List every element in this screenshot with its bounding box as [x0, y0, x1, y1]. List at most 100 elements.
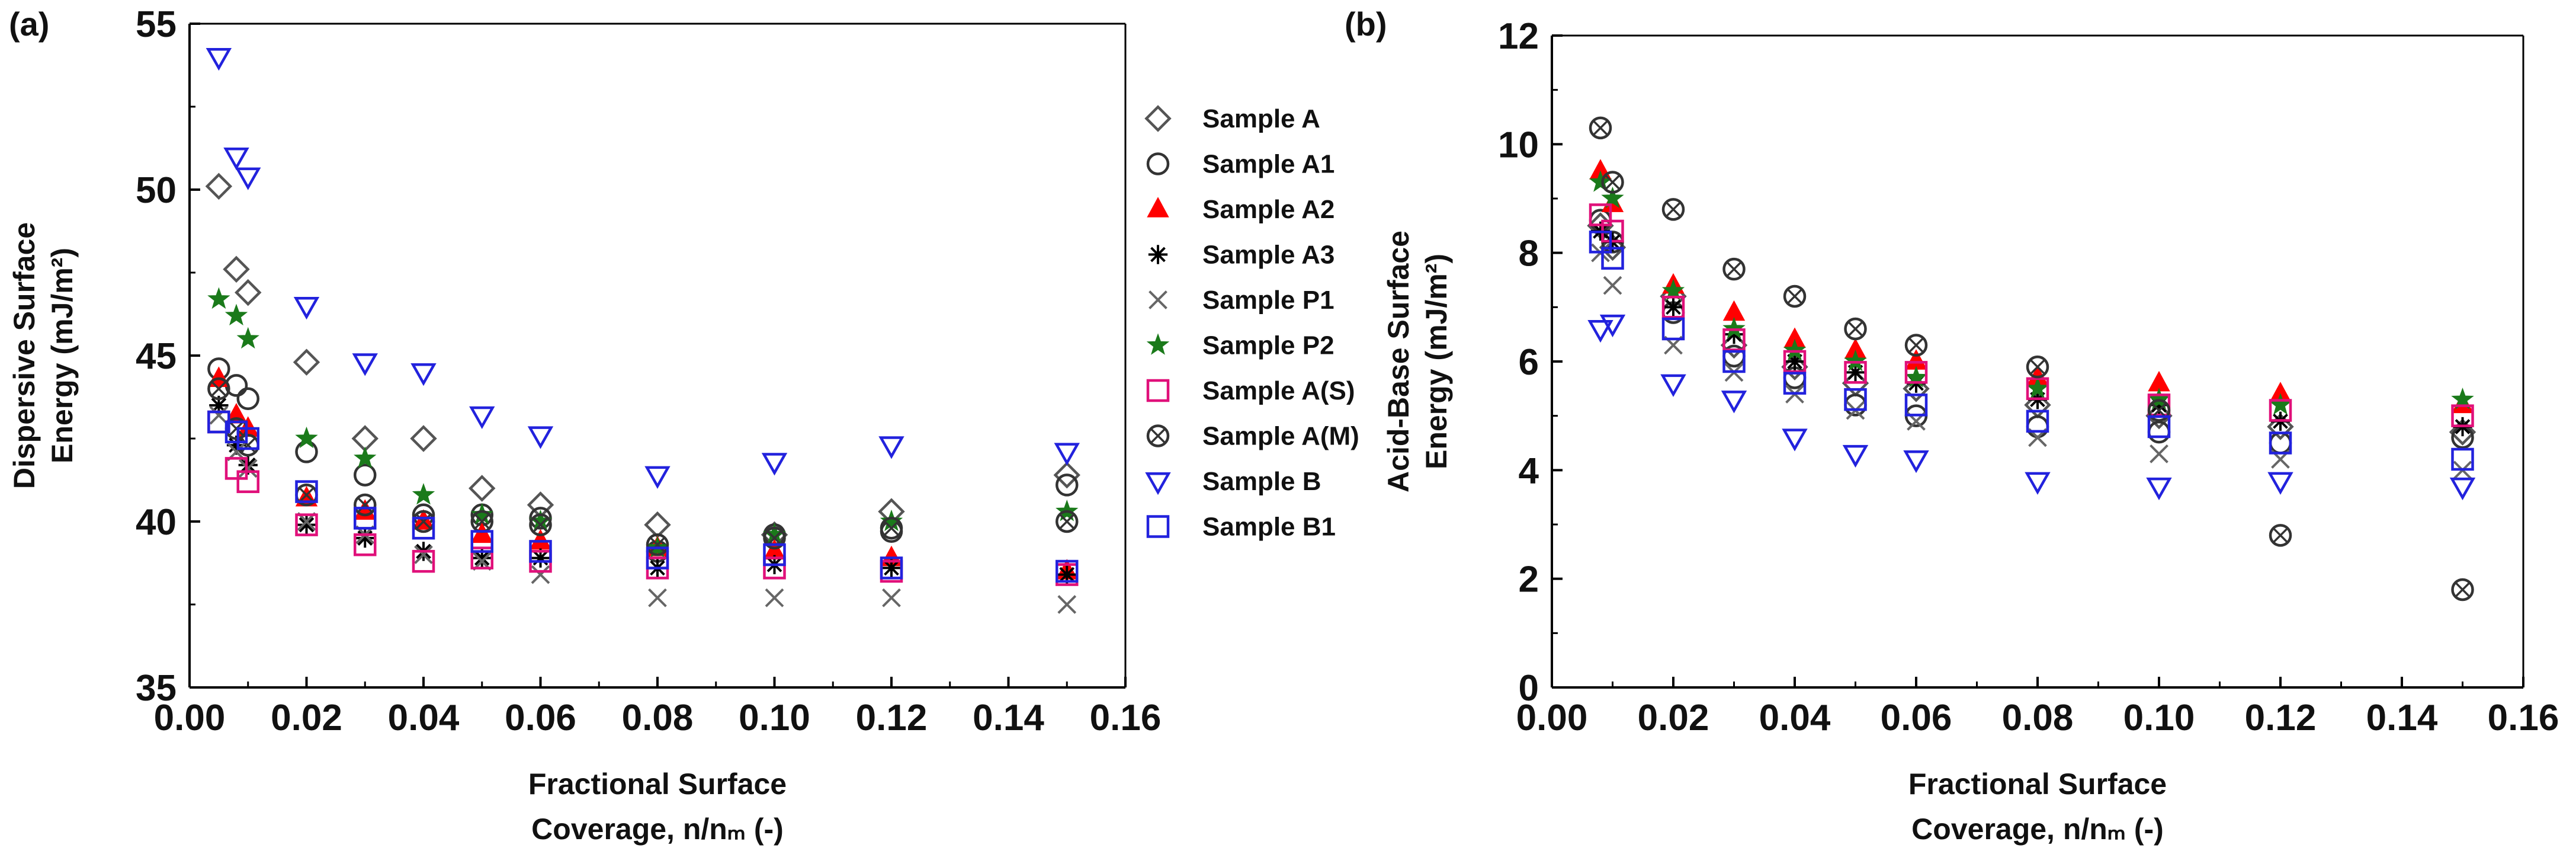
panel-a-point-sample-a — [1053, 461, 1080, 489]
legend-label-sample-a-m: Sample A(M) — [1202, 422, 1359, 451]
panel-a-point-sample-a — [205, 172, 233, 200]
panel-b-point-sample-a-s — [2026, 377, 2049, 401]
panel-b-y-tick-label: 6 — [1519, 342, 1539, 383]
panel-a-panel-label: (a) — [9, 5, 49, 43]
panel-a-point-sample-p1 — [648, 588, 667, 607]
panel-b-x-tick-label: 0.02 — [1638, 698, 1709, 738]
panel-b-x-tick-label: 0.06 — [1881, 698, 1952, 738]
panel-b-point-sample-b — [1599, 314, 1626, 338]
legend-marker-sample-a-m — [1146, 424, 1170, 447]
panel-b-point-sample-a-m — [1904, 334, 1928, 357]
panel-b-point-sample-a1 — [2147, 420, 2171, 444]
panel-a-point-sample-a — [410, 425, 437, 452]
panel-b-series-sample-a-m — [1589, 116, 2474, 602]
panel-b-point-sample-a-m — [2026, 355, 2049, 379]
panel-b-panel-label: (b) — [1345, 5, 1387, 43]
panel-b-point-sample-p2 — [1783, 338, 1807, 360]
panel-b-point-sample-b1 — [1722, 350, 1746, 373]
panel-a-point-sample-b — [878, 436, 904, 459]
panel-a-point-sample-p2 — [412, 483, 435, 505]
panel-a-point-sample-b1 — [763, 543, 786, 567]
panel-a-point-sample-a-s — [412, 549, 435, 573]
panel-a-x-tick-label: 0.06 — [505, 698, 576, 738]
panel-a-point-sample-p2 — [236, 327, 259, 349]
panel-a-point-sample-b1 — [412, 516, 435, 540]
panel-a-x-tick-label: 0.00 — [154, 698, 226, 738]
legend-label-sample-p2: Sample P2 — [1202, 331, 1334, 360]
legend-item-sample-a3: Sample A3 — [1148, 241, 1334, 270]
panel-b-point-sample-a — [1903, 375, 1930, 402]
panel-b-point-sample-b1 — [1601, 247, 1624, 270]
panel-b-point-sample-a-s — [1661, 296, 1685, 319]
legend-marker-sample-p2 — [1146, 333, 1170, 355]
legend-marker-sample-a — [1144, 105, 1172, 132]
panel-b-point-sample-a-s — [1844, 361, 1867, 384]
panel-a-point-sample-b1 — [1056, 559, 1079, 583]
panel-a-point-sample-a-s — [470, 546, 493, 570]
panel-a-series-sample-p2 — [207, 287, 1079, 558]
panel-b-acid-base-chart: 0.00 0.02 0.04 0.06 0.08 0.10 0.12 0.14 0.16 0 2 4 6… — [1345, 5, 2559, 846]
panel-b-point-sample-b — [1842, 444, 1869, 468]
panel-b-point-sample-b1 — [1589, 231, 1612, 254]
panel-b-point-sample-p2 — [2026, 376, 2049, 399]
panel-b-point-sample-a — [2267, 413, 2294, 440]
panel-a-point-sample-a — [223, 255, 250, 283]
panel-a-point-sample-a-m — [1056, 510, 1079, 533]
panel-a-x-tick-label: 0.16 — [1090, 698, 1162, 738]
panel-b-point-sample-a1 — [2026, 415, 2049, 439]
panel-a-point-sample-a-s — [354, 533, 377, 556]
panel-b-y-axis-title-line-1: Acid-Base Surface — [1382, 231, 1415, 492]
panel-b-point-sample-p2 — [1722, 316, 1746, 339]
panel-a-series-sample-a2 — [207, 366, 1078, 580]
legend-item-sample-p1: Sample P1 — [1149, 286, 1334, 315]
panel-a-point-sample-p2 — [470, 503, 493, 525]
panel-b-point-sample-b1 — [2147, 415, 2171, 439]
panel-b-y-tick-label: 12 — [1498, 16, 1539, 57]
panel-a-point-sample-p1 — [414, 545, 433, 564]
legend-marker-sample-b — [1145, 472, 1171, 495]
panel-b-point-sample-a-m — [1601, 171, 1624, 194]
legend-label-sample-a3: Sample A3 — [1202, 241, 1334, 270]
panel-a-series-sample-a — [205, 172, 1080, 549]
panel-b-point-sample-a-s — [2451, 404, 2474, 427]
legend-marker-sample-a1 — [1146, 152, 1170, 175]
panel-a-point-sample-p2 — [295, 426, 318, 449]
panel-a-point-sample-b — [410, 363, 437, 386]
panel-b-point-sample-b1 — [1904, 393, 1928, 417]
legend-label-sample-b1: Sample B1 — [1202, 513, 1336, 542]
panel-b-point-sample-a-m — [1661, 198, 1685, 221]
panel-a-point-sample-a-m — [763, 526, 786, 550]
panel-b-point-sample-b — [1782, 428, 1808, 452]
panel-a-series-sample-a-s — [207, 410, 1079, 586]
panel-a-point-sample-a2 — [207, 366, 230, 387]
panel-b-point-sample-p2 — [1601, 186, 1624, 209]
panel-a-point-sample-p1 — [209, 405, 229, 425]
panel-a-point-sample-p1 — [1057, 595, 1077, 614]
panel-b-series-sample-b — [1587, 314, 2476, 501]
panel-a-point-sample-a2 — [412, 509, 435, 530]
panel-a-point-sample-p1 — [882, 588, 901, 607]
panel-b-point-sample-b — [1660, 374, 1686, 397]
panel-a-x-tick-label: 0.14 — [973, 698, 1044, 738]
panel-a-point-sample-a2 — [471, 522, 493, 543]
legend: Sample A Sample A1 Sample A2 Sample A3 Sampl… — [1144, 104, 1359, 542]
panel-b-point-sample-p1 — [1603, 276, 1622, 295]
panel-a-point-sample-a — [293, 348, 320, 376]
panel-a-point-sample-a1 — [295, 440, 318, 463]
panel-b-point-sample-a1 — [2269, 431, 2292, 455]
panel-b-point-sample-b — [2267, 472, 2293, 495]
panel-a-point-sample-a-m — [529, 513, 552, 536]
legend-label-sample-a-s: Sample A(S) — [1202, 376, 1355, 405]
panel-a-point-sample-a-s — [224, 457, 248, 480]
panel-b-x-tick-label: 0.00 — [1516, 698, 1588, 738]
panel-b-point-sample-b — [2449, 477, 2476, 501]
panel-b-point-sample-a-m — [2269, 524, 2292, 547]
panel-b-point-sample-a-m — [1783, 284, 1807, 308]
panel-a-point-sample-b1 — [236, 427, 259, 450]
panel-a-point-sample-a-m — [354, 493, 377, 517]
panel-a-x-tick-label: 0.02 — [271, 698, 342, 738]
legend-marker-sample-a-s — [1146, 379, 1170, 402]
panel-b-point-sample-a-s — [1722, 328, 1746, 351]
legend-item-sample-p2: Sample P2 — [1146, 331, 1334, 360]
panel-a-point-sample-p2 — [224, 303, 248, 326]
